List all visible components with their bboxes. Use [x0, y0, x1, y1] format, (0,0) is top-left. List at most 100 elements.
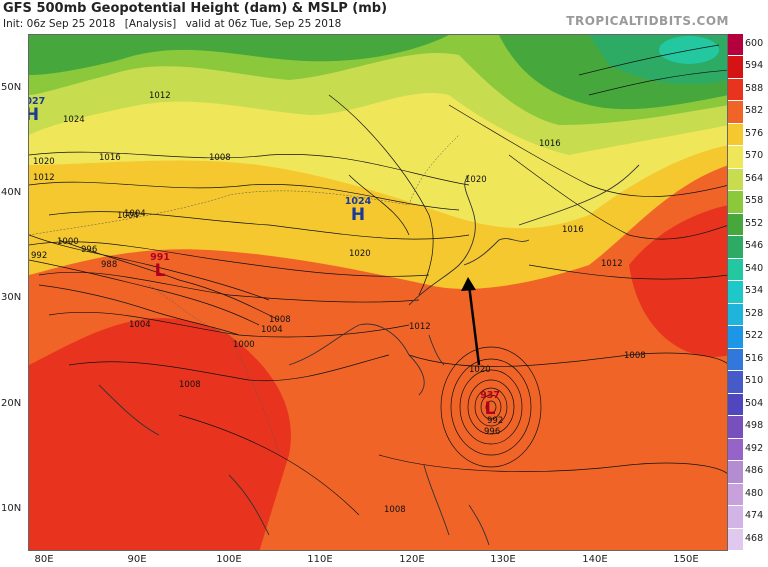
colorbar-swatch — [728, 258, 743, 282]
lon-label: 80E — [34, 554, 54, 565]
isobar-label: 1012 — [409, 322, 431, 332]
isobar-label: 1020 — [465, 175, 487, 185]
colorbar-level: 588 — [728, 78, 768, 102]
isobars — [29, 44, 727, 516]
isobar-label: 992 — [31, 251, 48, 261]
isobar-label: 988 — [101, 260, 118, 270]
valid-time: valid at 06z Tue, Sep 25 2018 — [185, 18, 342, 30]
colorbar-level: 534 — [728, 281, 768, 304]
colorbar-level: 522 — [728, 326, 768, 349]
low-pressure-991: 991 L — [150, 252, 170, 281]
colorbar-level: 474 — [728, 506, 768, 529]
colorbar-swatch — [728, 461, 743, 484]
lon-label: 100E — [216, 554, 242, 565]
isobar-label: 1008 — [179, 380, 201, 390]
colorbar-level: 552 — [728, 213, 768, 237]
fill-588-pacific — [629, 205, 727, 357]
colorbar-level: 468 — [728, 528, 768, 551]
colorbar-swatch — [728, 416, 743, 439]
isobar-label: 1016 — [539, 139, 561, 149]
colorbar-level: 594 — [728, 56, 768, 79]
isobar-label: 992 — [487, 416, 504, 426]
lon-label: 90E — [127, 554, 147, 565]
lat-label: 30N — [1, 292, 22, 303]
colorbar-swatch — [728, 506, 743, 529]
high-pressure-1027: 1027 H — [29, 96, 46, 123]
colorbar-swatch — [728, 123, 743, 147]
colorbar-swatch — [728, 56, 743, 79]
colorbar-label: 552 — [745, 217, 764, 229]
lat-label: 20N — [1, 398, 22, 409]
colorbar-level: 516 — [728, 348, 768, 372]
isobar-label: 1020 — [349, 249, 371, 259]
colorbar-label: 564 — [745, 172, 764, 184]
colorbar-level: 582 — [728, 101, 768, 124]
colorbar-swatch — [728, 236, 743, 259]
colorbar-label: 492 — [745, 442, 764, 454]
isobar-label: 1020 — [33, 157, 55, 167]
colorbar-label: 546 — [745, 240, 764, 252]
analysis-tag: [Analysis] — [124, 18, 177, 30]
colorbar-swatch — [728, 146, 743, 169]
isobar-label: 1000 — [233, 340, 255, 350]
colorbar-label: 480 — [745, 487, 764, 499]
coastlines — [98, 164, 640, 546]
colorbar-label: 588 — [745, 82, 764, 94]
colorbar-swatch — [728, 371, 743, 394]
colorbar-swatch — [728, 528, 743, 551]
colorbar-swatch — [728, 348, 743, 372]
map-title: GFS 500mb Geopotential Height (dam) & MS… — [3, 1, 388, 16]
isobar-label: 1012 — [601, 259, 623, 269]
height-colorbar: 600 594 588 582 576 570 564 558 552 546 540 534 528 5… — [728, 34, 768, 551]
colorbar-swatch — [728, 303, 743, 327]
isobar-label: 1016 — [99, 153, 121, 163]
colorbar-label: 522 — [745, 330, 764, 342]
isobar-label: 1004 — [124, 209, 146, 219]
colorbar-label: 540 — [745, 262, 764, 274]
colorbar-level: 570 — [728, 146, 768, 169]
colorbar-swatch — [728, 213, 743, 237]
isobar-label: 1008 — [384, 505, 406, 515]
isobar-label: 996 — [81, 245, 98, 255]
colorbar-level: 486 — [728, 461, 768, 484]
colorbar-label: 600 — [745, 38, 764, 49]
colorbar-swatch — [728, 34, 743, 57]
header: GFS 500mb Geopotential Height (dam) & MS… — [0, 0, 768, 34]
lon-label: 120E — [399, 554, 425, 565]
isobar-label: 1000 — [57, 237, 79, 247]
colorbar-label: 594 — [745, 60, 764, 72]
colorbar-level: 504 — [728, 393, 768, 417]
colorbar-swatch — [728, 101, 743, 124]
colorbar-swatch — [728, 393, 743, 417]
colorbar-swatch — [728, 191, 743, 214]
lon-label: 110E — [307, 554, 333, 565]
colorbar-level: 558 — [728, 191, 768, 214]
lat-label: 10N — [1, 503, 22, 514]
weather-map — [29, 35, 727, 550]
colorbar-label: 534 — [745, 285, 764, 297]
colorbar-label: 528 — [745, 307, 764, 319]
colorbar-label: 468 — [745, 532, 764, 544]
motion-arrow — [461, 277, 481, 366]
lon-label: 140E — [582, 554, 608, 565]
colorbar-level: 492 — [728, 438, 768, 462]
colorbar-label: 516 — [745, 352, 764, 364]
colorbar-label: 498 — [745, 420, 764, 432]
colorbar-swatch — [728, 326, 743, 349]
map-subtitle: Init: 06z Sep 25 2018 [Analysis] valid a… — [3, 18, 347, 30]
init-time: Init: 06z Sep 25 2018 — [3, 18, 116, 30]
colorbar-label: 510 — [745, 375, 764, 387]
colorbar-swatch — [728, 281, 743, 304]
lon-label: 150E — [673, 554, 699, 565]
isobar-label: 1004 — [129, 320, 151, 330]
high-pressure-1024: 1024 H — [344, 196, 372, 225]
colorbar-level: 600 — [728, 34, 768, 57]
colorbar-label: 570 — [745, 150, 764, 162]
colorbar-level: 576 — [728, 123, 768, 147]
isobar-label: 1012 — [149, 91, 171, 101]
colorbar-level: 564 — [728, 168, 768, 192]
isobar-label: 1008 — [624, 351, 646, 361]
colorbar-label: 576 — [745, 127, 764, 139]
isobar-label: 1012 — [33, 173, 55, 183]
isobar-label: 996 — [484, 427, 501, 437]
